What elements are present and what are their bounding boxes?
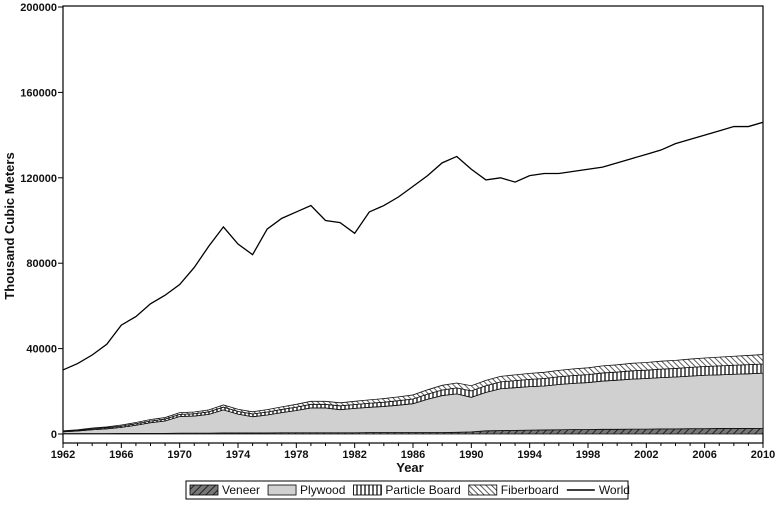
x-tick-label: 1966	[109, 449, 133, 461]
x-tick-label: 1982	[342, 449, 366, 461]
legend-box	[185, 480, 629, 500]
x-tick-label: 2010	[751, 449, 775, 461]
x-axis: 1962 1966 1970 1974 1978 1982 1986 1990 1994 1998…	[51, 443, 775, 461]
x-tick-label: 1986	[401, 449, 425, 461]
x-tick-label: 2006	[692, 449, 716, 461]
legend-label-veneer: Veneer	[222, 483, 260, 497]
legend-label-plywood: Plywood	[300, 483, 345, 497]
legend-label-particle-board: Particle Board	[385, 483, 460, 497]
legend-swatch-plywood	[267, 484, 297, 496]
y-tick-label: 120000	[20, 173, 57, 185]
y-axis-title: Thousand Cubic Meters	[2, 152, 17, 299]
legend-label-fiberboard: Fiberboard	[501, 483, 559, 497]
x-tick-label: 1962	[51, 449, 75, 461]
x-tick-label: 1978	[284, 449, 308, 461]
legend-swatch-particle-board	[353, 484, 382, 496]
y-tick-label: 80000	[26, 258, 57, 270]
x-tick-label: 1994	[517, 449, 542, 461]
y-tick-label: 200000	[20, 2, 57, 14]
x-tick-label: 1974	[226, 449, 251, 461]
area-fiberboard	[62, 354, 764, 432]
y-tick-label: 0	[51, 429, 57, 441]
line-world	[62, 121, 764, 371]
y-tick-label: 160000	[20, 87, 57, 99]
legend-label-world: World	[599, 483, 630, 497]
x-tick-label: 1990	[459, 449, 483, 461]
x-tick-label: 1970	[167, 449, 191, 461]
x-axis-title: Year	[396, 460, 423, 475]
legend-swatch-veneer	[189, 484, 219, 496]
y-axis: 0 40000 80000 120000 160000 200000	[20, 2, 63, 441]
x-tick-label: 2002	[634, 449, 658, 461]
y-tick-label: 40000	[26, 344, 57, 356]
x-tick-label: 1998	[576, 449, 600, 461]
legend-swatch-fiberboard	[468, 484, 498, 496]
plot-area	[62, 5, 764, 444]
legend: Veneer Plywood Particle Board Fiberboard Wor…	[185, 480, 630, 500]
